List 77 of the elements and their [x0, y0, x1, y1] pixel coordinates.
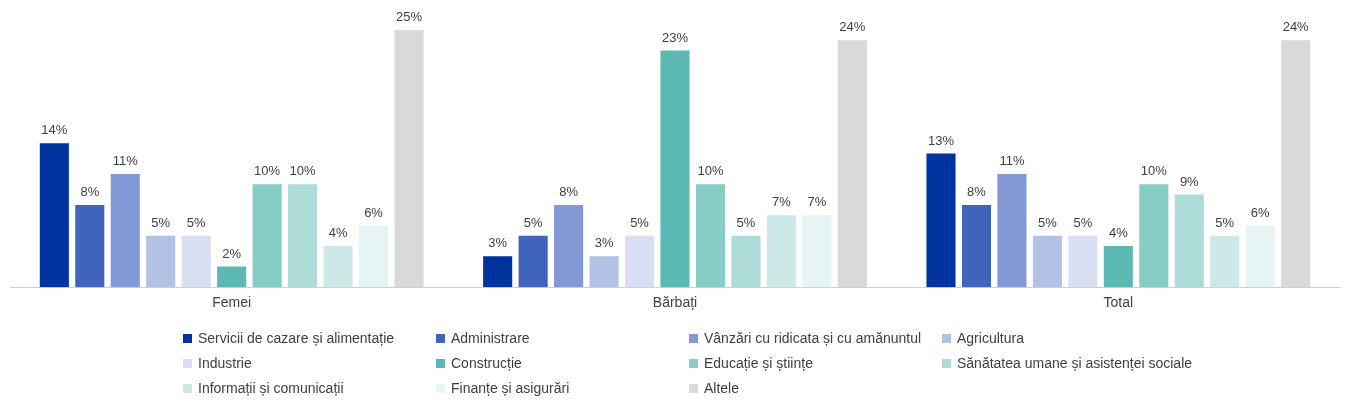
legend-label: Administrare [450, 330, 531, 346]
bar [1210, 235, 1240, 288]
bar [110, 174, 140, 288]
bar [518, 235, 548, 288]
x-tick-label: Femei [212, 294, 252, 311]
data-label: 9% [1179, 173, 1200, 189]
legend-label: Servicii de cazare și alimentație [197, 330, 396, 346]
bar [288, 184, 318, 288]
bar [589, 256, 619, 288]
data-label: 5% [630, 214, 650, 230]
bar [252, 184, 282, 288]
bar [1174, 194, 1204, 288]
data-label: 7% [772, 194, 792, 210]
data-label: 24% [839, 19, 866, 35]
data-label: 6% [1250, 204, 1271, 220]
bar [926, 153, 956, 288]
data-label: 4% [1108, 225, 1129, 241]
bar [802, 215, 832, 288]
legend-label: Educație și științe [703, 355, 814, 371]
data-label: 8% [80, 183, 100, 199]
bar [358, 225, 389, 288]
data-label: 11% [999, 153, 1025, 169]
legend-label: Construcție [450, 355, 523, 371]
legend-label: Industrie [197, 355, 253, 371]
data-label: 3% [488, 235, 508, 251]
bar [75, 204, 105, 288]
data-label: 4% [328, 225, 348, 241]
bar [961, 204, 992, 288]
data-label: 23% [661, 29, 689, 45]
data-label: 24% [1282, 19, 1310, 35]
data-label: 10% [1140, 163, 1168, 179]
data-label: 10% [697, 163, 724, 179]
data-label: 5% [1215, 214, 1235, 230]
bar [695, 184, 726, 288]
data-label: 5% [186, 214, 207, 230]
bar [323, 246, 353, 288]
legend-label: Finanțe și asigurări [450, 380, 571, 396]
data-label: 5% [523, 214, 543, 230]
data-label: 13% [927, 132, 955, 148]
legend-label: Informații și comunicații [197, 380, 345, 396]
x-tick-label: Bărbați [652, 294, 698, 311]
bar [181, 235, 211, 288]
data-label: 8% [967, 183, 987, 199]
legend-label: Altele [703, 380, 741, 396]
data-label: 2% [222, 245, 242, 261]
legend-label: Vânzări cu ridicata și cu amănuntul [703, 330, 923, 346]
data-label: 3% [594, 235, 614, 251]
bar [1032, 235, 1062, 288]
bar [554, 204, 584, 288]
bar [624, 235, 655, 288]
bar [766, 215, 796, 288]
data-label: 7% [807, 194, 827, 210]
bar [1103, 246, 1133, 288]
data-label: 5% [1038, 214, 1058, 230]
bar [217, 266, 247, 288]
data-label: 5% [151, 214, 171, 230]
bar [146, 235, 176, 288]
data-label: 10% [254, 163, 281, 179]
x-tick-label: Total [1103, 294, 1134, 311]
bar [997, 174, 1027, 288]
bar [1245, 225, 1275, 288]
data-label: 11% [112, 153, 139, 169]
data-label: 6% [364, 204, 384, 220]
data-label: 5% [736, 214, 756, 230]
data-label: 5% [1073, 214, 1093, 230]
legend-label: Agricultura [956, 330, 1025, 346]
data-label: 8% [559, 183, 579, 199]
bar [483, 256, 513, 288]
bar [1139, 184, 1169, 288]
data-label: 10% [289, 163, 317, 179]
data-label: 25% [395, 9, 423, 25]
legend-label: Sănătatea umane și asistenței sociale [956, 355, 1194, 371]
data-label: 14% [41, 122, 68, 138]
bar [39, 143, 69, 288]
bar [731, 235, 761, 288]
bar [1068, 235, 1098, 288]
bar [660, 50, 690, 288]
